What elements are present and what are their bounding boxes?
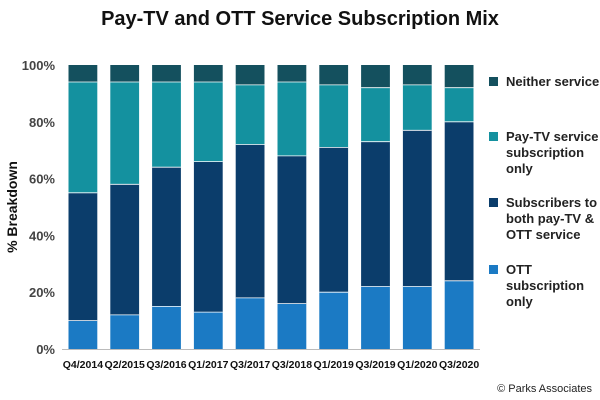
bar-segment (110, 65, 140, 82)
y-tick-label: 40% (29, 228, 55, 243)
x-tick-label: Q2/2015 (105, 359, 145, 371)
bar-segment (152, 82, 181, 168)
bar-segment (319, 147, 349, 293)
bar-segment (193, 312, 223, 349)
bar-segment (68, 320, 98, 349)
bar-segment (444, 280, 474, 349)
legend-label: Neither service (506, 74, 600, 89)
bar-segment (110, 314, 140, 349)
legend-label: OTT subscription only (506, 262, 585, 309)
bar-area (68, 65, 474, 349)
bar-segment (235, 144, 265, 298)
bar-segment (361, 65, 390, 88)
bar-segment (68, 82, 98, 193)
bar-segment (402, 65, 432, 85)
legend-swatch (489, 132, 498, 141)
x-tick-label: Q3/2016 (146, 359, 186, 371)
x-tick-label: Q3/2018 (272, 359, 312, 371)
bar-segment (402, 84, 432, 131)
y-tick-label: 100% (22, 58, 56, 73)
legend-swatch (489, 77, 498, 86)
x-tick-label: Q4/2014 (63, 359, 103, 371)
y-tick-label: 80% (29, 115, 55, 130)
bar-segment (235, 65, 265, 85)
copyright-credit: © Parks Associates (497, 383, 592, 395)
legend-swatch (489, 265, 498, 274)
bar-segment (193, 82, 223, 162)
bar-segment (235, 84, 265, 145)
bar-segment (277, 303, 307, 349)
bar-segment (402, 130, 432, 287)
bar-segment (277, 65, 307, 82)
bar-segment (152, 306, 181, 349)
bar-segment (277, 155, 307, 304)
x-tick-label: Q3/2019 (355, 359, 395, 371)
bar-segment (444, 65, 474, 88)
bar-segment (319, 84, 349, 148)
x-tick-label: Q1/2017 (188, 359, 228, 371)
bar-segment (361, 87, 390, 142)
x-tick-label: Q3/2017 (230, 359, 270, 371)
x-tick-label: Q1/2020 (397, 359, 437, 371)
bar-segment (361, 286, 390, 349)
bar-segment (152, 65, 181, 82)
y-axis: 0% 20% 40% 60% 80% 100% % Breakdown (4, 58, 55, 357)
chart-title: Pay-TV and OTT Service Subscription Mix (101, 8, 499, 30)
bar-segment (68, 192, 98, 321)
bar-segment (444, 87, 474, 122)
bar-segment (68, 65, 98, 82)
bar-segment (361, 141, 390, 287)
bar-segment (110, 82, 140, 185)
bar-segment (193, 161, 223, 313)
y-tick-label: 20% (29, 285, 55, 300)
legend-label: Pay-TV service subscription only (506, 129, 599, 176)
bar-segment (402, 286, 432, 349)
x-tick-label: Q3/2020 (439, 359, 479, 371)
legend-swatch (489, 198, 498, 207)
bar-segment (110, 184, 140, 315)
y-axis-label: % Breakdown (4, 161, 20, 253)
bar-segment (444, 121, 474, 281)
bar-segment (319, 65, 349, 85)
bar-segment (235, 297, 265, 349)
x-axis: Q4/2014 Q2/2015 Q3/2016 Q1/2017 Q3/2017 Q3/20… (62, 349, 480, 371)
bar-segment (277, 82, 307, 156)
x-tick-label: Q1/2019 (314, 359, 354, 371)
bar-segment (319, 292, 349, 349)
y-tick-label: 0% (36, 342, 55, 357)
y-tick-label: 60% (29, 172, 55, 187)
bar-segment (193, 65, 223, 82)
legend-label: Subscribers to both pay-TV & OTT service (506, 195, 598, 242)
bar-segment (152, 167, 181, 307)
